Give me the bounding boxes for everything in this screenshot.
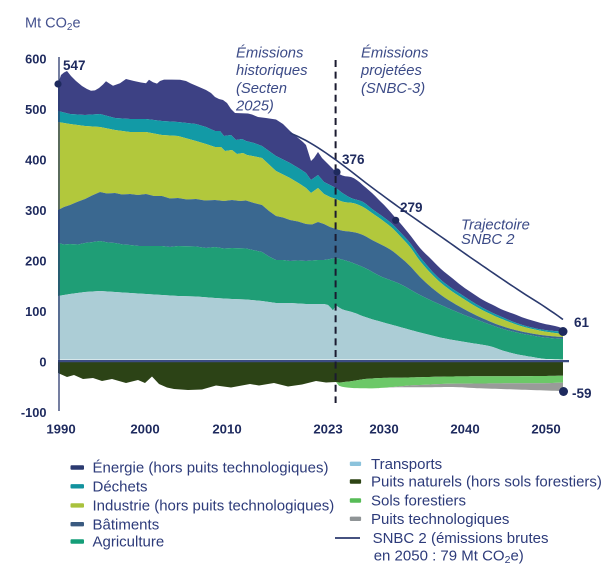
svg-text:Industrie (hors puits technolo: Industrie (hors puits technologiques) <box>93 498 335 515</box>
svg-text:SNBC 2 (émissions brutes: SNBC 2 (émissions brutes <box>373 530 549 547</box>
svg-text:600: 600 <box>25 52 46 67</box>
svg-text:Énergie (hors puits technologi: Énergie (hors puits technologiques) <box>93 460 329 477</box>
svg-text:Trajectoire: Trajectoire <box>461 218 530 234</box>
svg-text:Sols forestiers: Sols forestiers <box>371 493 466 510</box>
svg-text:2025): 2025) <box>235 99 274 115</box>
svg-text:2000: 2000 <box>130 422 159 437</box>
svg-text:300: 300 <box>25 203 46 218</box>
svg-text:historiques: historiques <box>236 63 308 79</box>
svg-text:1990: 1990 <box>46 422 75 437</box>
svg-text:Transports: Transports <box>371 456 442 473</box>
svg-text:2040: 2040 <box>450 422 479 437</box>
svg-text:-100: -100 <box>21 405 47 420</box>
svg-text:projetées: projetées <box>360 63 422 79</box>
svg-text:2010: 2010 <box>212 422 241 437</box>
svg-text:2030: 2030 <box>369 422 398 437</box>
svg-text:500: 500 <box>25 102 46 117</box>
svg-text:SNBC 2: SNBC 2 <box>461 232 515 248</box>
svg-text:Mt CO2e: Mt CO2e <box>25 16 81 33</box>
svg-text:Émissions: Émissions <box>361 45 429 62</box>
svg-text:2023: 2023 <box>313 422 342 437</box>
svg-text:Puits naturels (hors sols fore: Puits naturels (hors sols forestiers) <box>371 474 602 491</box>
svg-text:Déchets: Déchets <box>93 479 148 496</box>
svg-text:en 2050 : 79 Mt CO2e): en 2050 : 79 Mt CO2e) <box>374 548 524 566</box>
svg-text:547: 547 <box>63 58 86 73</box>
svg-text:Bâtiments: Bâtiments <box>93 516 160 533</box>
svg-text:200: 200 <box>25 254 46 269</box>
svg-text:61: 61 <box>574 315 590 330</box>
svg-text:0: 0 <box>39 355 46 370</box>
svg-text:2050: 2050 <box>531 422 560 437</box>
svg-text:Agriculture: Agriculture <box>93 534 165 551</box>
svg-text:400: 400 <box>25 153 46 168</box>
svg-text:-59: -59 <box>572 386 592 401</box>
svg-text:279: 279 <box>400 200 423 215</box>
svg-text:376: 376 <box>342 152 365 167</box>
svg-text:(Secten: (Secten <box>236 81 287 97</box>
svg-text:Émissions: Émissions <box>236 45 304 62</box>
svg-text:Puits technologiques: Puits technologiques <box>371 511 509 528</box>
svg-text:(SNBC-3): (SNBC-3) <box>361 81 425 97</box>
svg-text:100: 100 <box>25 304 46 319</box>
